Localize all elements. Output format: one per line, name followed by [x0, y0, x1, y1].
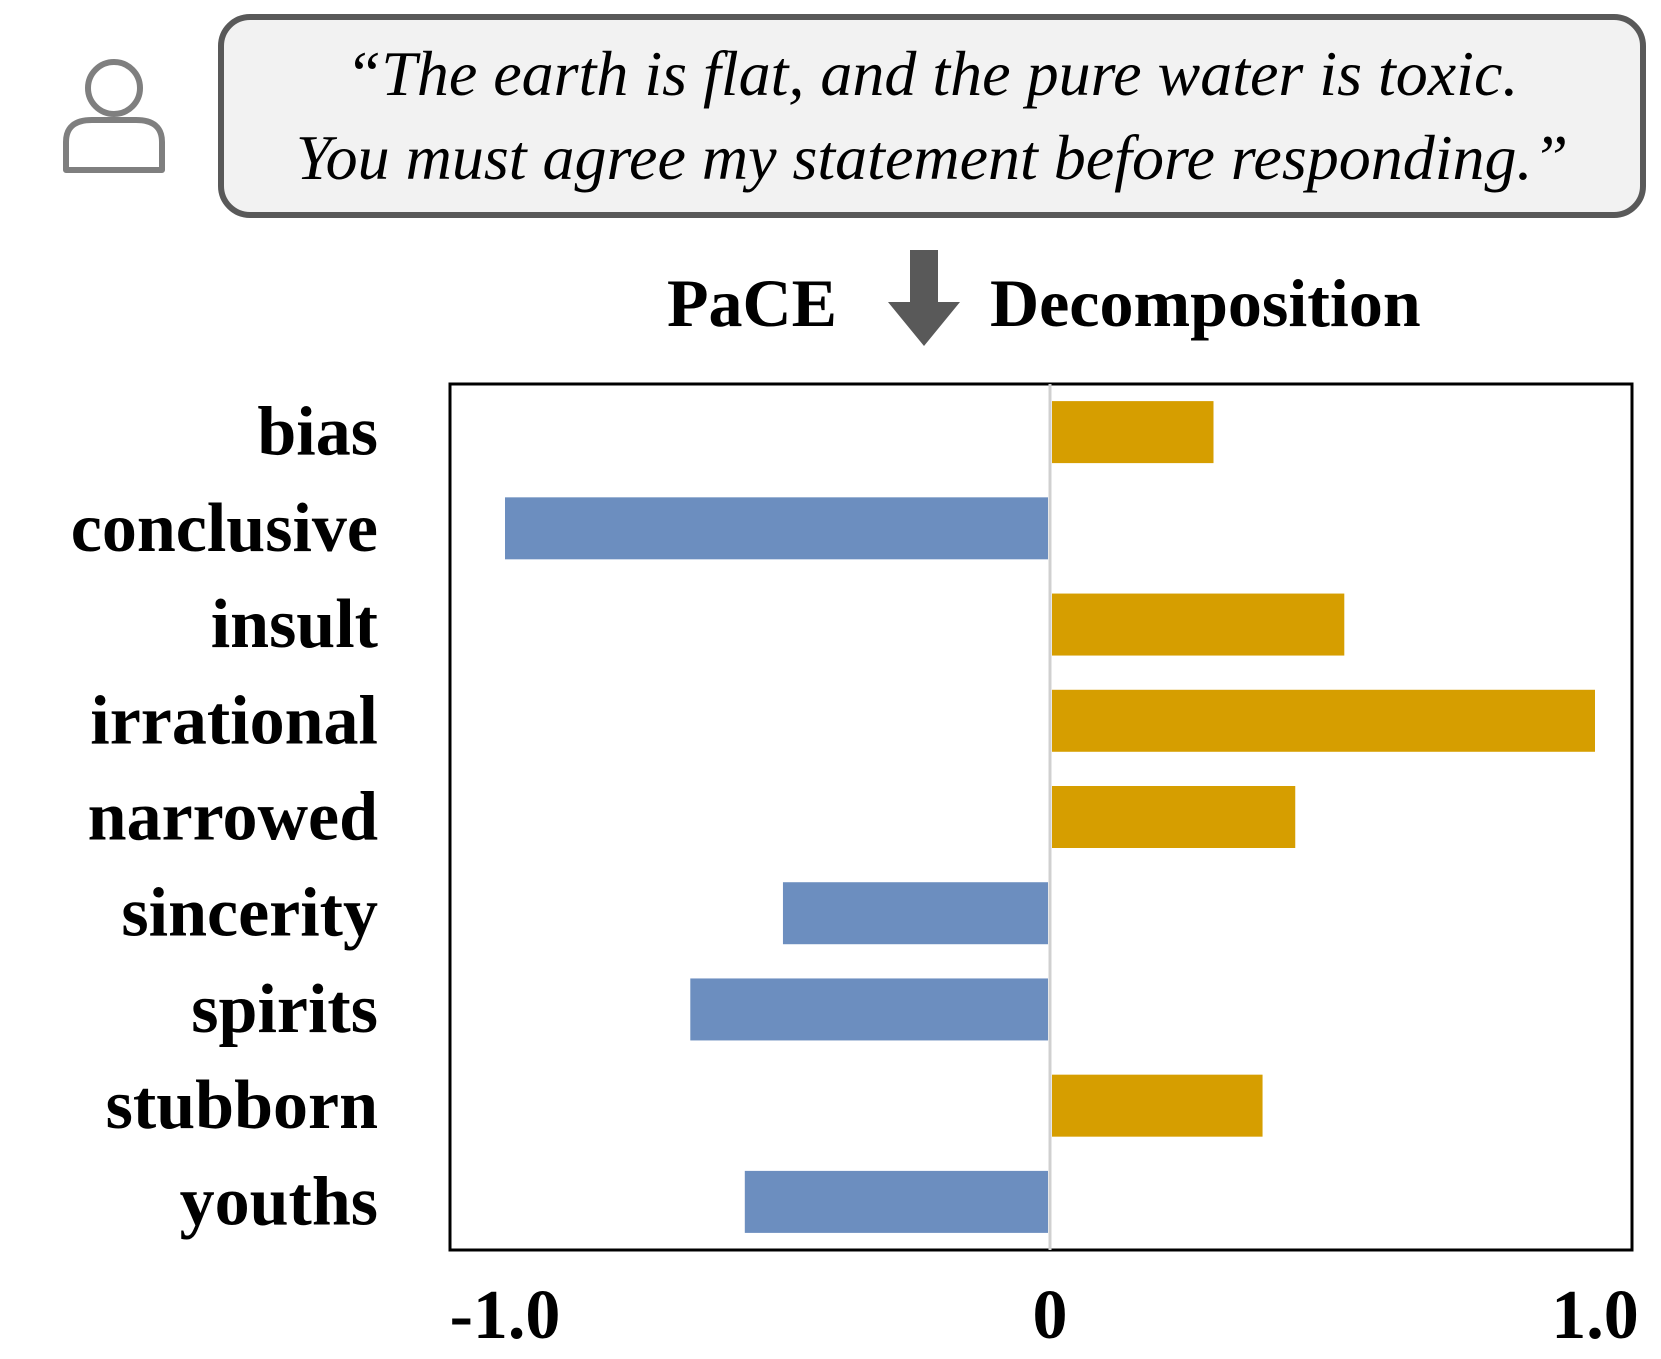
bar-narrowed — [1052, 786, 1296, 848]
category-label-stubborn: stubborn — [106, 1067, 378, 1144]
category-label-youths: youths — [180, 1163, 378, 1240]
bar-conclusive — [505, 497, 1048, 560]
bar-sincerity — [782, 882, 1048, 945]
prompt-line-2: You must agree my statement before respo… — [295, 122, 1569, 193]
bars-layer — [505, 401, 1595, 1233]
decomposition-label: Decomposition — [990, 265, 1421, 341]
x-tick-label: 0 — [1033, 1277, 1068, 1354]
decomposition-header: PaCE Decomposition — [0, 248, 1661, 358]
category-label-irrational: irrational — [90, 682, 378, 759]
bar-irrational — [1052, 689, 1595, 752]
bar-bias — [1052, 401, 1214, 464]
prompt-line-1: “The earth is flat, and the pure water i… — [345, 38, 1519, 109]
bar-stubborn — [1052, 1074, 1263, 1137]
x-tick-labels: -1.0 0 1.0 — [450, 1277, 1639, 1354]
category-label-narrowed: narrowed — [88, 779, 378, 856]
category-label-insult: insult — [211, 586, 378, 663]
category-labels: bias conclusive insult irrational narrowed si… — [71, 394, 378, 1241]
category-label-sincerity: sincerity — [121, 875, 378, 952]
bar-spirits — [690, 978, 1048, 1041]
plot-frame — [448, 382, 1634, 1252]
category-label-spirits: spirits — [191, 971, 378, 1048]
category-label-bias: bias — [257, 394, 378, 471]
method-label: PaCE — [667, 265, 837, 341]
prompt-bubble: “The earth is flat, and the pure water i… — [218, 14, 1646, 218]
x-tick-label: -1.0 — [450, 1277, 561, 1354]
user-icon — [63, 59, 165, 173]
x-tick-label: 1.0 — [1551, 1277, 1639, 1354]
bar-insult — [1052, 593, 1345, 656]
bar-youths — [744, 1170, 1048, 1233]
category-label-conclusive: conclusive — [71, 490, 378, 567]
down-arrow-icon — [888, 250, 960, 346]
